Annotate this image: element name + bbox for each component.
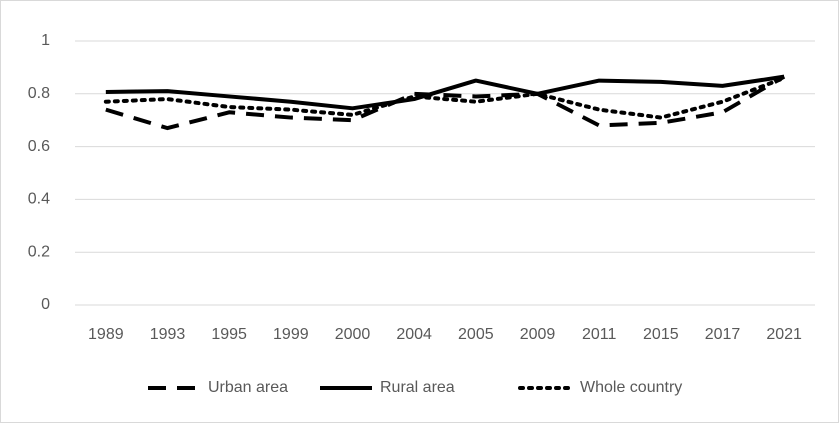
x-tick-label: 2000 <box>335 326 371 343</box>
x-tick-label: 1995 <box>211 326 247 343</box>
x-tick-label: 2021 <box>766 326 802 343</box>
legend-label: Rural area <box>380 379 455 396</box>
x-tick-label: 2011 <box>582 326 617 343</box>
series-line <box>103 75 787 120</box>
legend-label: Urban area <box>208 379 288 396</box>
series-line <box>105 74 785 111</box>
x-tick-label: 2017 <box>705 326 741 343</box>
x-tick-label: 2004 <box>396 326 432 343</box>
y-tick-label: 0.2 <box>28 243 50 260</box>
x-tick-label: 2005 <box>458 326 494 343</box>
x-tick-label: 2015 <box>643 326 679 343</box>
x-tick-label: 2009 <box>520 326 556 343</box>
y-tick-label: 1 <box>41 32 50 49</box>
y-tick-label: 0 <box>41 296 50 313</box>
legend-label: Whole country <box>580 379 682 396</box>
y-tick-label: 0.8 <box>28 85 50 102</box>
x-tick-label: 1989 <box>88 326 124 343</box>
x-tick-label: 1993 <box>150 326 186 343</box>
x-tick-label: 1999 <box>273 326 309 343</box>
series-line <box>105 74 786 131</box>
y-tick-label: 0.6 <box>28 138 50 155</box>
y-tick-label: 0.4 <box>28 191 50 208</box>
